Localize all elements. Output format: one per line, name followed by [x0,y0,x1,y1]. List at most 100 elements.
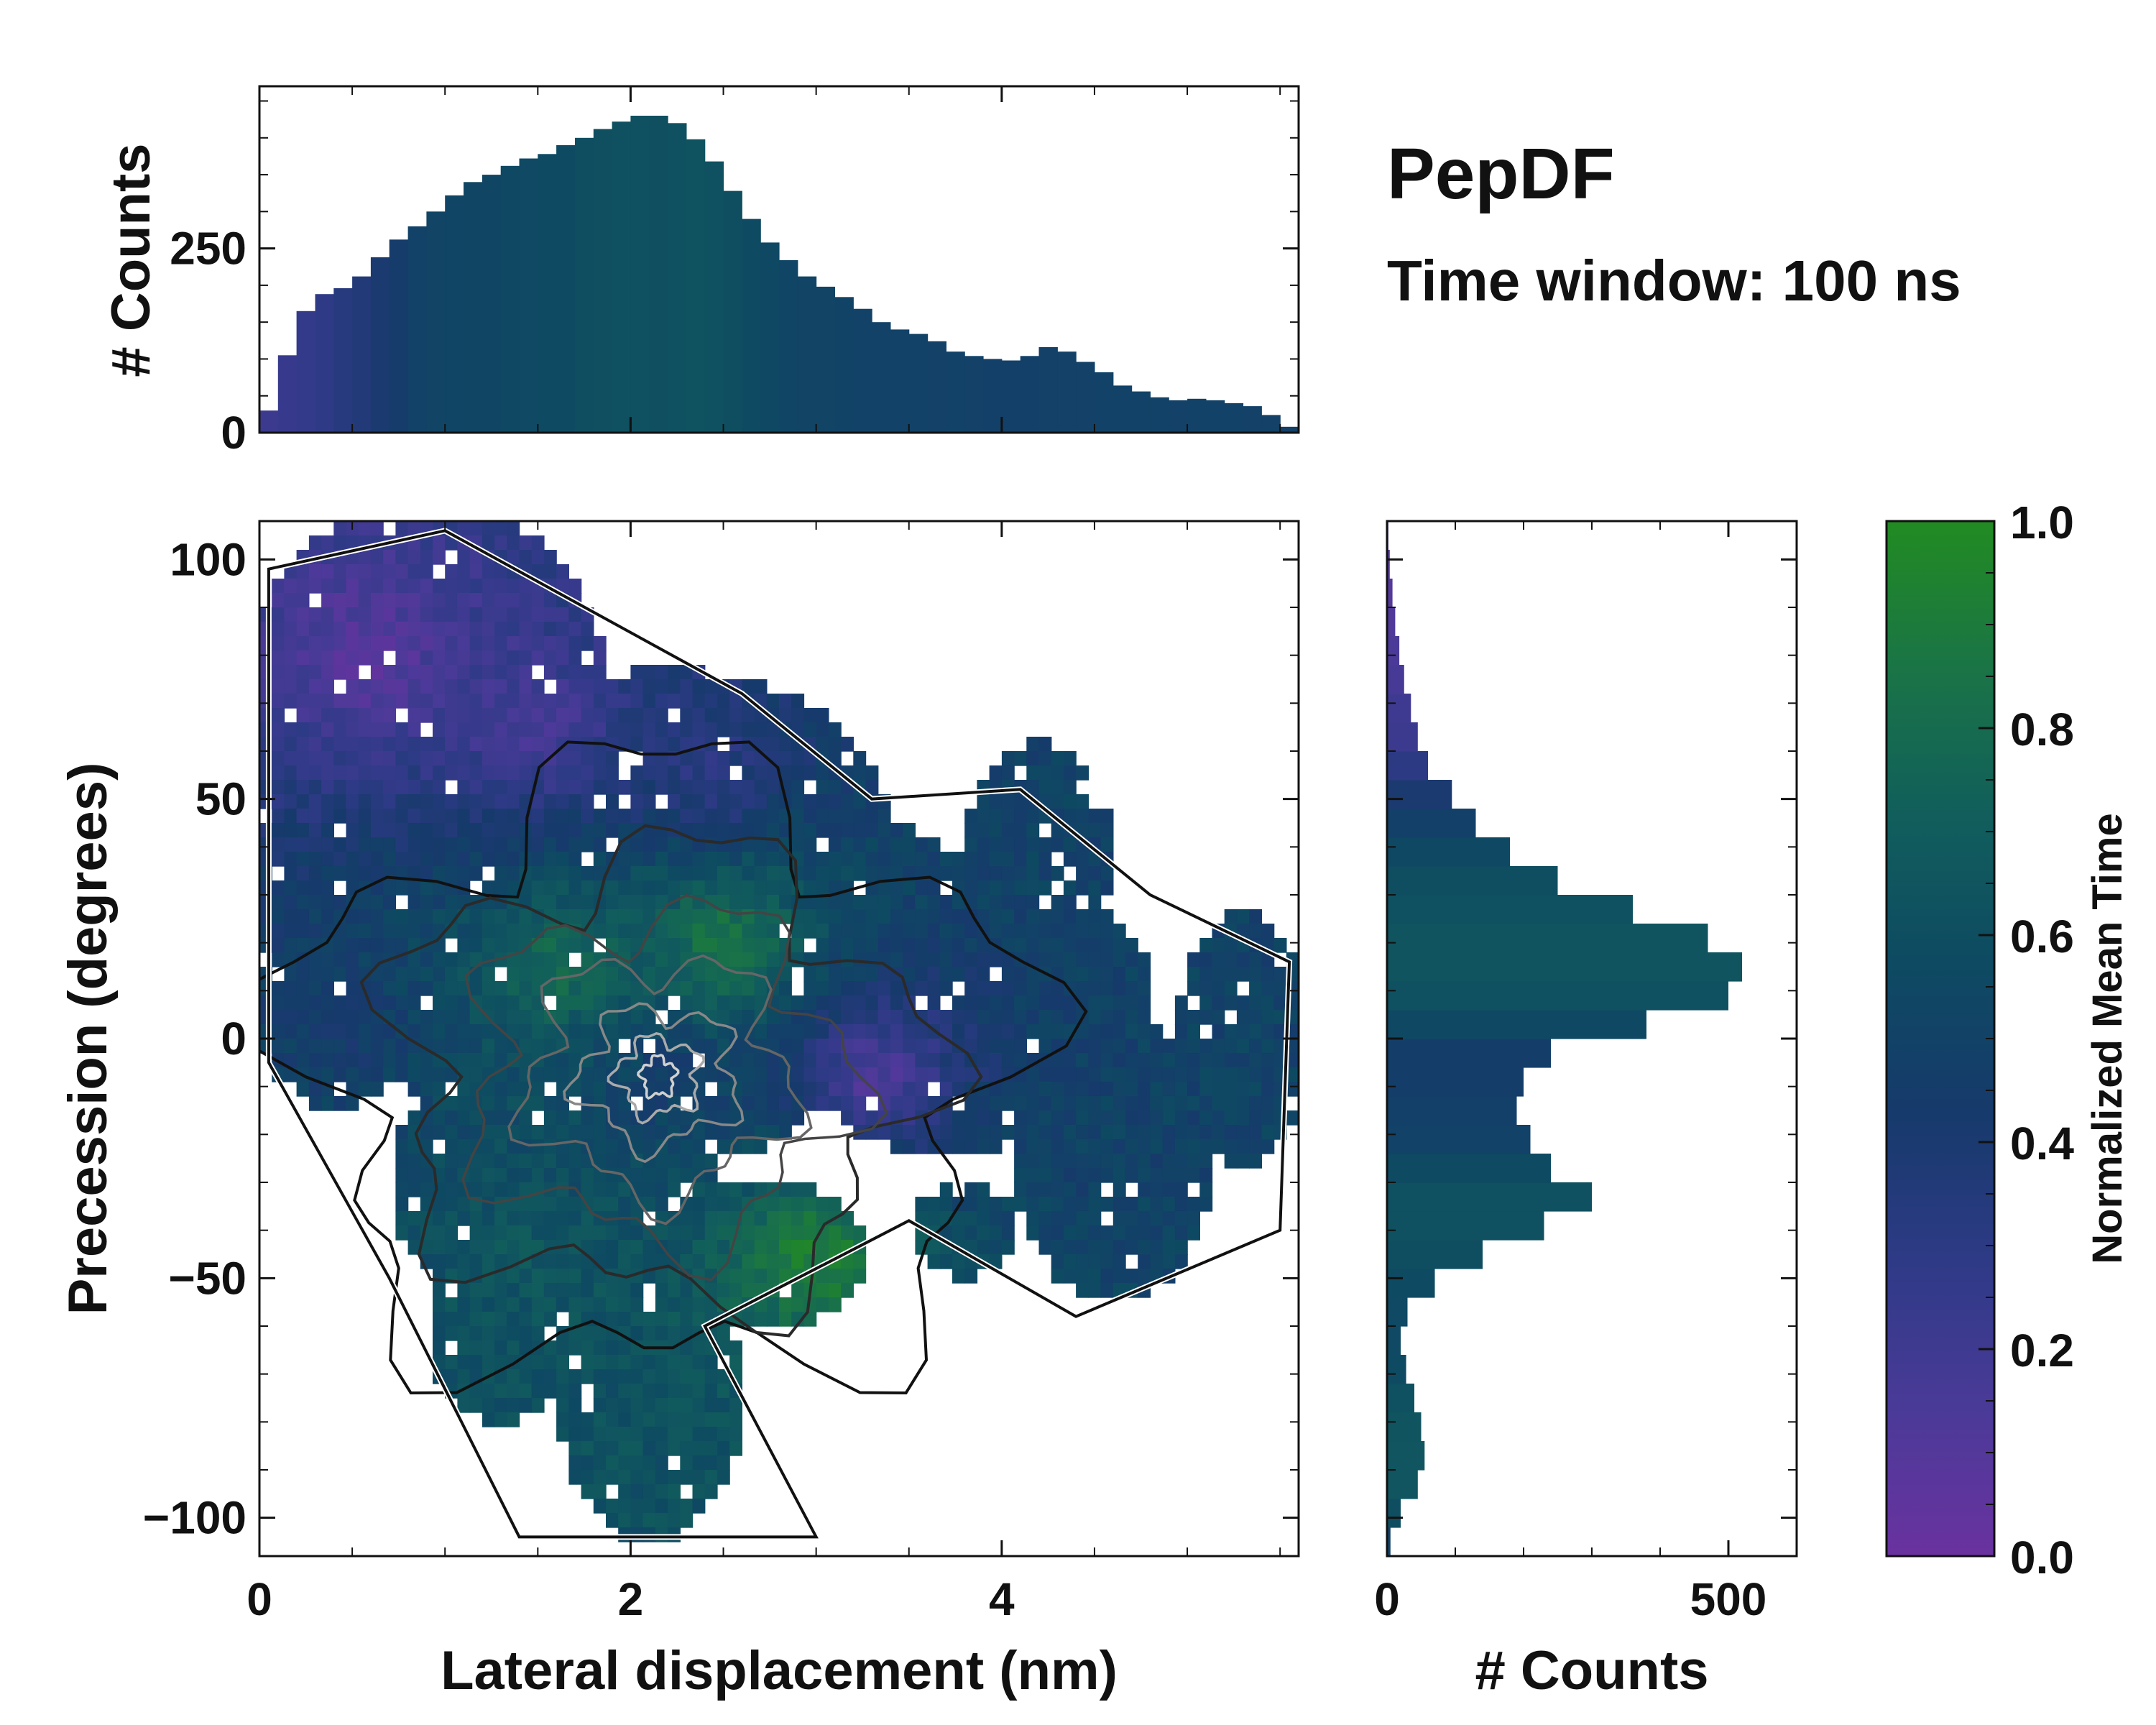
heatmap-cell [1112,967,1126,982]
heatmap-cell [952,1067,965,1082]
heatmap-cell [284,722,298,737]
heatmap-cell [507,1225,520,1241]
heatmap-cell [420,895,433,910]
heatmap-cell [841,924,854,939]
right-histogram-bar [1387,809,1476,838]
heatmap-cell [630,679,644,694]
heatmap-cell [803,880,817,896]
heatmap-cell [766,1269,780,1284]
heatmap-cell [915,1024,929,1039]
heatmap-cell [606,1470,619,1485]
heatmap-cell [680,938,694,953]
heatmap-cell [803,995,817,1011]
heatmap-cell [642,1240,656,1255]
heatmap-cell [1063,967,1077,982]
heatmap-cell [1187,1125,1200,1140]
heatmap-cell [1150,1211,1164,1226]
heatmap-cell [420,1082,433,1097]
heatmap-cell [1187,1139,1200,1154]
heatmap-cell [556,1254,569,1269]
heatmap-cell [482,751,495,766]
heatmap-cell [407,607,421,622]
heatmap-cell [766,837,780,852]
heatmap-cell [457,665,471,680]
heatmap-cell [704,1369,718,1384]
heatmap-cell [519,1225,533,1241]
heatmap-cell [952,1024,965,1039]
heatmap-cell [903,1067,916,1082]
heatmap-cell [333,751,347,766]
heatmap-cell [618,1110,632,1126]
heatmap-cell [346,679,359,694]
heatmap-cell [729,737,742,752]
heatmap-cell [989,1125,1003,1140]
heatmap-cell [1026,1024,1040,1039]
heatmap-cell [593,1340,607,1356]
top-histogram-bar [1057,351,1077,433]
heatmap-cell [370,607,384,622]
heatmap-cell [606,1340,619,1356]
heatmap-cell [556,1283,569,1298]
heatmap-cell [1001,967,1015,982]
heatmap-cell [1063,909,1077,924]
heatmap-cell [333,722,347,737]
heatmap-cell [766,909,780,924]
heatmap-cell [729,995,742,1011]
heatmap-cell [903,952,916,967]
heatmap-cell [1076,995,1089,1011]
heatmap-cell [766,938,780,953]
heatmap-cell [507,1297,520,1312]
heatmap-cell [1001,895,1015,910]
heatmap-cell [407,694,421,709]
colorbar: 0.00.20.40.60.81.0 Normalized Mean Time [1885,497,2131,1583]
heatmap-cell [1076,1225,1089,1241]
heatmap-cell [766,694,780,709]
heatmap-cell [457,1283,471,1298]
heatmap-cell [358,866,372,881]
top-histogram-bar [352,276,372,433]
heatmap-cell [457,1340,471,1356]
heatmap-cell [816,1053,829,1068]
heatmap-cell [1199,952,1213,967]
heatmap-cell [877,823,891,838]
heatmap-cell [779,1225,792,1241]
heatmap-cell [407,521,421,536]
heatmap-cell [668,1110,681,1126]
heatmap-cell [1076,1182,1089,1197]
heatmap-cell [668,837,681,852]
heatmap-cell [642,794,656,809]
heatmap-cell [1236,1082,1250,1097]
top-histogram-bar [445,195,464,433]
heatmap-cell [407,1067,421,1082]
heatmap-cell [321,866,334,881]
heatmap-cell [717,852,730,867]
heatmap-cell [543,895,557,910]
heatmap-cell [531,1297,545,1312]
heatmap-cell [1038,1039,1052,1054]
heatmap-cell [1249,909,1262,924]
heatmap-cell [321,909,334,924]
heatmap-cell [272,679,285,694]
heatmap-cell [717,1024,730,1039]
heatmap-cell [507,1326,520,1341]
heatmap-cell [308,679,322,694]
heatmap-cell [1100,952,1114,967]
heatmap-cell [1088,1240,1102,1255]
heatmap-cell [1051,837,1064,852]
heatmap-cell [717,866,730,881]
heatmap-cell [445,1154,459,1169]
top-histogram-bar [315,294,334,433]
heatmap-cell [494,1340,507,1356]
heatmap-cell [865,823,879,838]
heatmap-cell [1199,1154,1213,1169]
heatmap-cell [779,1240,792,1255]
heatmap-cell [680,1513,694,1528]
heatmap-cell [618,995,632,1011]
heatmap-cell [507,1067,520,1082]
heatmap-cell [791,1039,805,1054]
heatmap-cell [1038,1082,1052,1097]
heatmap-cell [407,1225,421,1241]
heatmap-cell [1187,1082,1200,1097]
heatmap-cell [494,952,507,967]
